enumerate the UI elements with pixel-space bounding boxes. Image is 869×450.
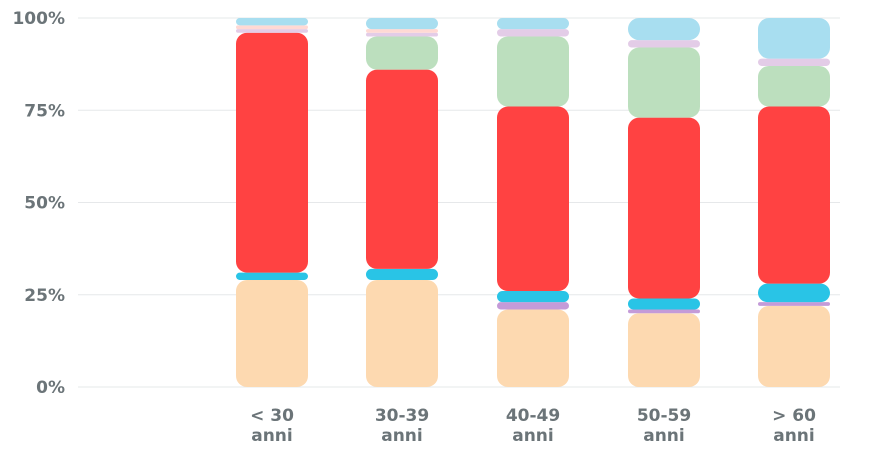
bar-stack: [497, 18, 569, 387]
bar-segment: [366, 36, 438, 69]
bar-segment: [758, 66, 830, 107]
y-axis-ticks: 0% 25% 50% 75% 100%: [12, 9, 65, 398]
bar-segment: [497, 291, 569, 302]
x-tick-label: 50-59 anni: [637, 406, 691, 446]
bar-segment: [758, 18, 830, 59]
bar-segment: [628, 40, 700, 47]
bar-segment: [628, 298, 700, 309]
bar-segment: [236, 273, 308, 280]
bar-segment: [366, 280, 438, 387]
bar-segment: [758, 306, 830, 387]
bar-segment: [497, 302, 569, 309]
x-tick-label: < 30 anni: [250, 406, 294, 446]
bar-segment: [758, 107, 830, 284]
bar-segment: [758, 59, 830, 66]
bar-segment: [497, 36, 569, 106]
bar-segment: [758, 284, 830, 302]
y-tick-label: 75%: [24, 101, 65, 121]
bar-segment: [366, 18, 438, 29]
bar-segment: [366, 33, 438, 37]
bar-segment: [628, 310, 700, 314]
bar-segment: [628, 18, 700, 40]
bar-segment: [497, 29, 569, 36]
bar-stack: [236, 18, 308, 387]
x-axis-ticks: < 30 anni 30-39 anni 40-49 anni 50-59 anni > 60 a…: [250, 406, 816, 446]
bar-segment: [497, 310, 569, 387]
bar-segment: [236, 29, 308, 33]
bar-segment: [628, 313, 700, 387]
bar-segment: [758, 302, 830, 306]
y-tick-label: 25%: [24, 286, 65, 306]
bar-segment: [236, 18, 308, 25]
bar-segment: [628, 118, 700, 299]
x-tick-label: 30-39 anni: [375, 406, 429, 446]
bar-stack: [758, 18, 830, 387]
x-tick-label: > 60 anni: [772, 406, 816, 446]
y-tick-label: 0%: [36, 378, 65, 398]
bar-segment: [497, 107, 569, 292]
bar-segment: [366, 269, 438, 280]
bar-segment: [236, 280, 308, 387]
bar-segment: [366, 29, 438, 33]
bar-segment: [366, 70, 438, 269]
bar-segment: [497, 18, 569, 29]
bar-segment: [628, 48, 700, 118]
y-tick-label: 100%: [12, 9, 65, 29]
bar-stack: [628, 18, 700, 387]
gridlines: [78, 18, 840, 387]
bar-segment: [236, 25, 308, 29]
y-tick-label: 50%: [24, 194, 65, 214]
bar-segment: [236, 33, 308, 273]
x-tick-label: 40-49 anni: [506, 406, 560, 446]
bar-stack: [366, 18, 438, 387]
